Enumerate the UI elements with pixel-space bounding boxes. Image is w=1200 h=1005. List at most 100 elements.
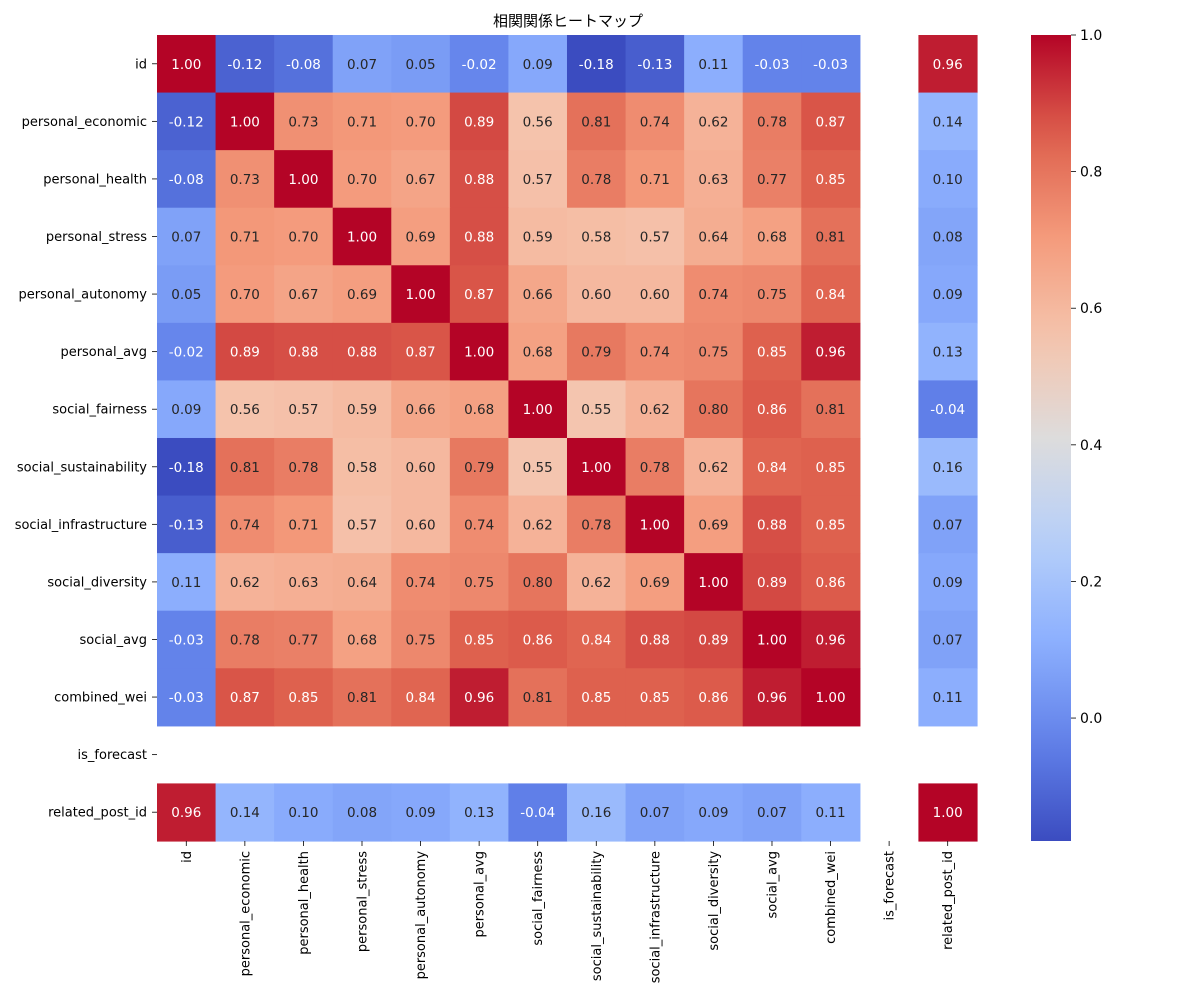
heatmap-cell-social_infrastructure-social_avg [742, 495, 802, 554]
cell-value-label-personal_stress-personal_avg: 0.88 [464, 230, 494, 246]
cell-value-label-social_infrastructure-social_fairness: 0.62 [523, 517, 553, 533]
y-tick-label-personal_stress: personal_stress [46, 230, 147, 245]
heatmap-cell-personal_avg-social_fairness [508, 322, 568, 382]
x-tick-label-personal_avg: personal_avg [473, 851, 488, 938]
cell-value-label-personal_autonomy-personal_avg: 0.87 [464, 287, 494, 303]
cell-value-label-social_infrastructure-social_sustainability: 0.78 [581, 517, 611, 533]
cell-value-label-personal_stress-personal_health: 0.70 [288, 230, 318, 246]
cell-value-label-personal_autonomy-personal_health: 0.67 [288, 287, 318, 303]
heatmap-cell-social_infrastructure-personal_stress [332, 495, 392, 554]
cell-value-label-personal_economic-related_post_id: 0.14 [933, 114, 963, 130]
heatmap-cell-combined_wei-personal_autonomy [391, 668, 451, 727]
cell-value-label-social_avg-related_post_id: 0.07 [933, 632, 963, 648]
cell-value-label-id-personal_autonomy: 0.05 [406, 57, 436, 73]
y-tick-label-social_fairness: social_fairness [52, 403, 147, 418]
heatmap-cell-personal_economic-social_fairness [508, 92, 568, 151]
heatmap-cell-social_avg-social_fairness [508, 610, 568, 669]
heatmap-cell-personal_autonomy-personal_autonomy [391, 265, 451, 324]
cell-value-label-social_fairness-social_diversity: 0.80 [698, 402, 728, 418]
cell-value-label-id-social_diversity: 0.11 [698, 57, 728, 73]
cell-value-label-personal_economic-personal_economic: 1.00 [230, 114, 260, 130]
cell-value-label-social_diversity-personal_stress: 0.64 [347, 575, 377, 591]
colorbar-gradient [1031, 35, 1071, 841]
heatmap-cell-social_infrastructure-social_fairness [508, 495, 568, 554]
heatmap-cell-personal_autonomy-social_infrastructure [625, 265, 685, 324]
heatmap-cell-personal_stress-related_post_id [918, 207, 978, 266]
heatmap-cell-combined_wei-id [157, 668, 217, 727]
heatmap-cell-personal_autonomy-personal_economic [215, 265, 275, 324]
heatmap-cell-personal_health-social_diversity [684, 150, 744, 209]
cell-value-label-combined_wei-id: -0.03 [169, 690, 204, 706]
heatmap-cell-personal_autonomy-social_avg [742, 265, 802, 324]
cell-value-label-personal_health-personal_health: 1.00 [288, 172, 318, 188]
cell-value-label-combined_wei-related_post_id: 0.11 [933, 690, 963, 706]
y-tick-label-social_avg: social_avg [80, 633, 147, 648]
cell-value-label-personal_avg-id: -0.02 [169, 345, 204, 361]
cell-value-label-id-combined_wei: -0.03 [813, 57, 848, 73]
cell-value-label-personal_stress-personal_autonomy: 0.69 [406, 230, 436, 246]
cell-value-label-personal_autonomy-social_avg: 0.75 [757, 287, 787, 303]
heatmap-cell-social_diversity-social_avg [742, 553, 802, 612]
cell-value-label-personal_avg-personal_health: 0.88 [288, 345, 318, 361]
heatmap-cell-personal_stress-personal_economic [215, 207, 275, 266]
cell-value-label-social_fairness-social_sustainability: 0.55 [581, 402, 611, 418]
y-tick-label-id: id [135, 57, 147, 72]
heatmap-cell-personal_autonomy-social_diversity [684, 265, 744, 324]
cell-value-label-personal_health-social_avg: 0.77 [757, 172, 787, 188]
heatmap-cell-social_diversity-personal_health [274, 553, 334, 612]
cell-value-label-social_diversity-combined_wei: 0.86 [816, 575, 846, 591]
heatmap-cell-social_infrastructure-personal_economic [215, 495, 275, 554]
cell-value-label-related_post_id-social_avg: 0.07 [757, 805, 787, 821]
heatmap-cell-social_diversity-social_diversity [684, 553, 744, 612]
heatmap-cell-personal_economic-personal_avg [449, 92, 510, 151]
heatmap-cell-social_diversity-social_infrastructure [625, 553, 685, 612]
heatmap-cell-related_post_id-social_infrastructure [625, 783, 685, 842]
cell-value-label-related_post_id-id: 0.96 [171, 805, 201, 821]
heatmap-cell-social_avg-social_diversity [684, 610, 744, 669]
heatmap-cell-id-personal_autonomy [391, 35, 451, 94]
cell-value-label-related_post_id-social_diversity: 0.09 [698, 805, 728, 821]
cell-value-label-personal_avg-personal_avg: 1.00 [464, 345, 494, 361]
cell-value-label-personal_autonomy-personal_stress: 0.69 [347, 287, 377, 303]
cell-value-label-personal_economic-id: -0.12 [169, 114, 204, 130]
heatmap-cell-social_fairness-personal_health [274, 380, 334, 439]
cell-value-label-social_infrastructure-personal_stress: 0.57 [347, 517, 377, 533]
cell-value-label-personal_stress-id: 0.07 [171, 230, 201, 246]
x-tick-label-social_infrastructure: social_infrastructure [648, 851, 663, 983]
heatmap-cell-social_avg-personal_autonomy [391, 610, 451, 669]
cell-value-label-personal_avg-social_diversity: 0.75 [698, 345, 728, 361]
cell-value-label-personal_autonomy-combined_wei: 0.84 [816, 287, 846, 303]
heatmap-cell-personal_avg-personal_avg [449, 322, 510, 382]
heatmap-cell-social_infrastructure-social_diversity [684, 495, 744, 554]
y-axis-tick-labels: id personal_economic personal_healthperson… [15, 57, 157, 821]
cell-value-label-social_infrastructure-personal_economic: 0.74 [230, 517, 260, 533]
cell-value-label-combined_wei-social_diversity: 0.86 [698, 690, 728, 706]
x-axis-tick-labels: id personal_economic personal_health person… [180, 840, 956, 983]
heatmap-cell-related_post_id-combined_wei [801, 783, 861, 842]
cell-value-label-id-personal_health: -0.08 [286, 57, 321, 73]
heatmap-cell-social_diversity-social_fairness [508, 553, 568, 612]
cell-value-label-combined_wei-personal_economic: 0.87 [230, 690, 260, 706]
cell-value-label-personal_economic-social_infrastructure: 0.74 [640, 114, 670, 130]
heatmap-cell-personal_stress-combined_wei [801, 207, 861, 266]
x-tick-label-related_post_id: related_post_id [941, 851, 956, 950]
y-tick-label-personal_avg: personal_avg [60, 345, 147, 360]
heatmap-cell-personal_avg-personal_stress [332, 322, 392, 382]
cell-value-label-social_avg-social_fairness: 0.86 [523, 632, 553, 648]
heatmap-cell-personal_health-personal_economic [215, 150, 275, 209]
heatmap-cell-personal_stress-personal_health [274, 207, 334, 266]
heatmap-cell-personal_autonomy-combined_wei [801, 265, 861, 324]
cell-value-label-social_sustainability-social_fairness: 0.55 [523, 460, 553, 476]
colorbar-tick-label-0.6: 0.6 [1080, 301, 1102, 317]
heatmap-cell-social_diversity-personal_autonomy [391, 553, 451, 612]
heatmap-cell-social_diversity-related_post_id [918, 553, 978, 612]
x-tick-label-personal_economic: personal_economic [238, 851, 253, 976]
cell-value-label-personal_avg-personal_economic: 0.89 [230, 345, 260, 361]
cell-value-label-personal_autonomy-social_fairness: 0.66 [523, 287, 553, 303]
cell-value-label-id-social_avg: -0.03 [755, 57, 790, 73]
heatmap-cell-personal_stress-social_fairness [508, 207, 568, 266]
heatmap-cell-personal_economic-personal_health [274, 92, 334, 151]
cell-value-label-social_fairness-personal_avg: 0.68 [464, 402, 494, 418]
cell-value-label-personal_autonomy-social_sustainability: 0.60 [581, 287, 611, 303]
heatmap-cell-social_infrastructure-social_sustainability [566, 495, 627, 554]
